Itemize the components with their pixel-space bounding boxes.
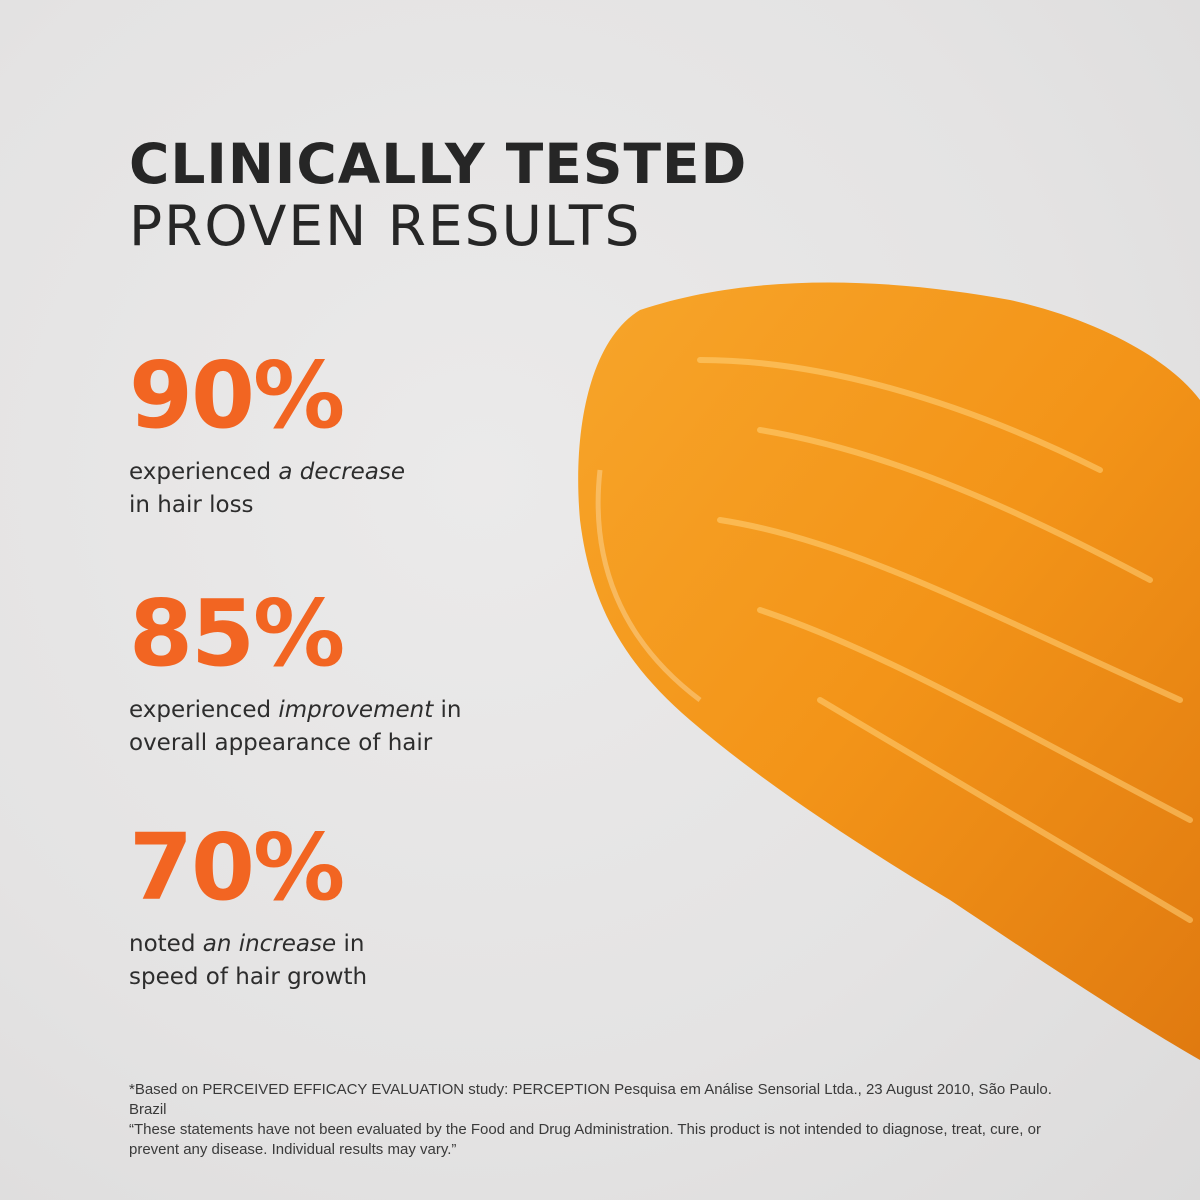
heading-line-2: PROVEN RESULTS: [129, 194, 642, 258]
stat-value: 85%: [129, 580, 345, 687]
stat-hair-loss: 90% experienced a decrease in hair loss: [129, 350, 405, 522]
stat-value: 90%: [129, 342, 345, 449]
footnote-disclaimer: “These statements have not been evaluate…: [129, 1121, 1041, 1158]
stat-value: 70%: [129, 814, 345, 921]
stat-description: experienced a decrease in hair loss: [129, 459, 406, 518]
footnote: *Based on PERCEIVED EFFICACY EVALUATION …: [129, 1080, 1089, 1160]
stat-description: experienced improvement in overall appear…: [129, 697, 462, 756]
stat-growth: 70% noted an increase in speed of hair gr…: [129, 822, 367, 994]
footnote-study: *Based on PERCEIVED EFFICACY EVALUATION …: [129, 1081, 1052, 1118]
stat-appearance: 85% experienced improvement in overall ap…: [129, 588, 462, 760]
heading-line-1: CLINICALLY TESTED: [129, 132, 748, 196]
stat-description: noted an increase in speed of hair growth: [129, 931, 368, 990]
